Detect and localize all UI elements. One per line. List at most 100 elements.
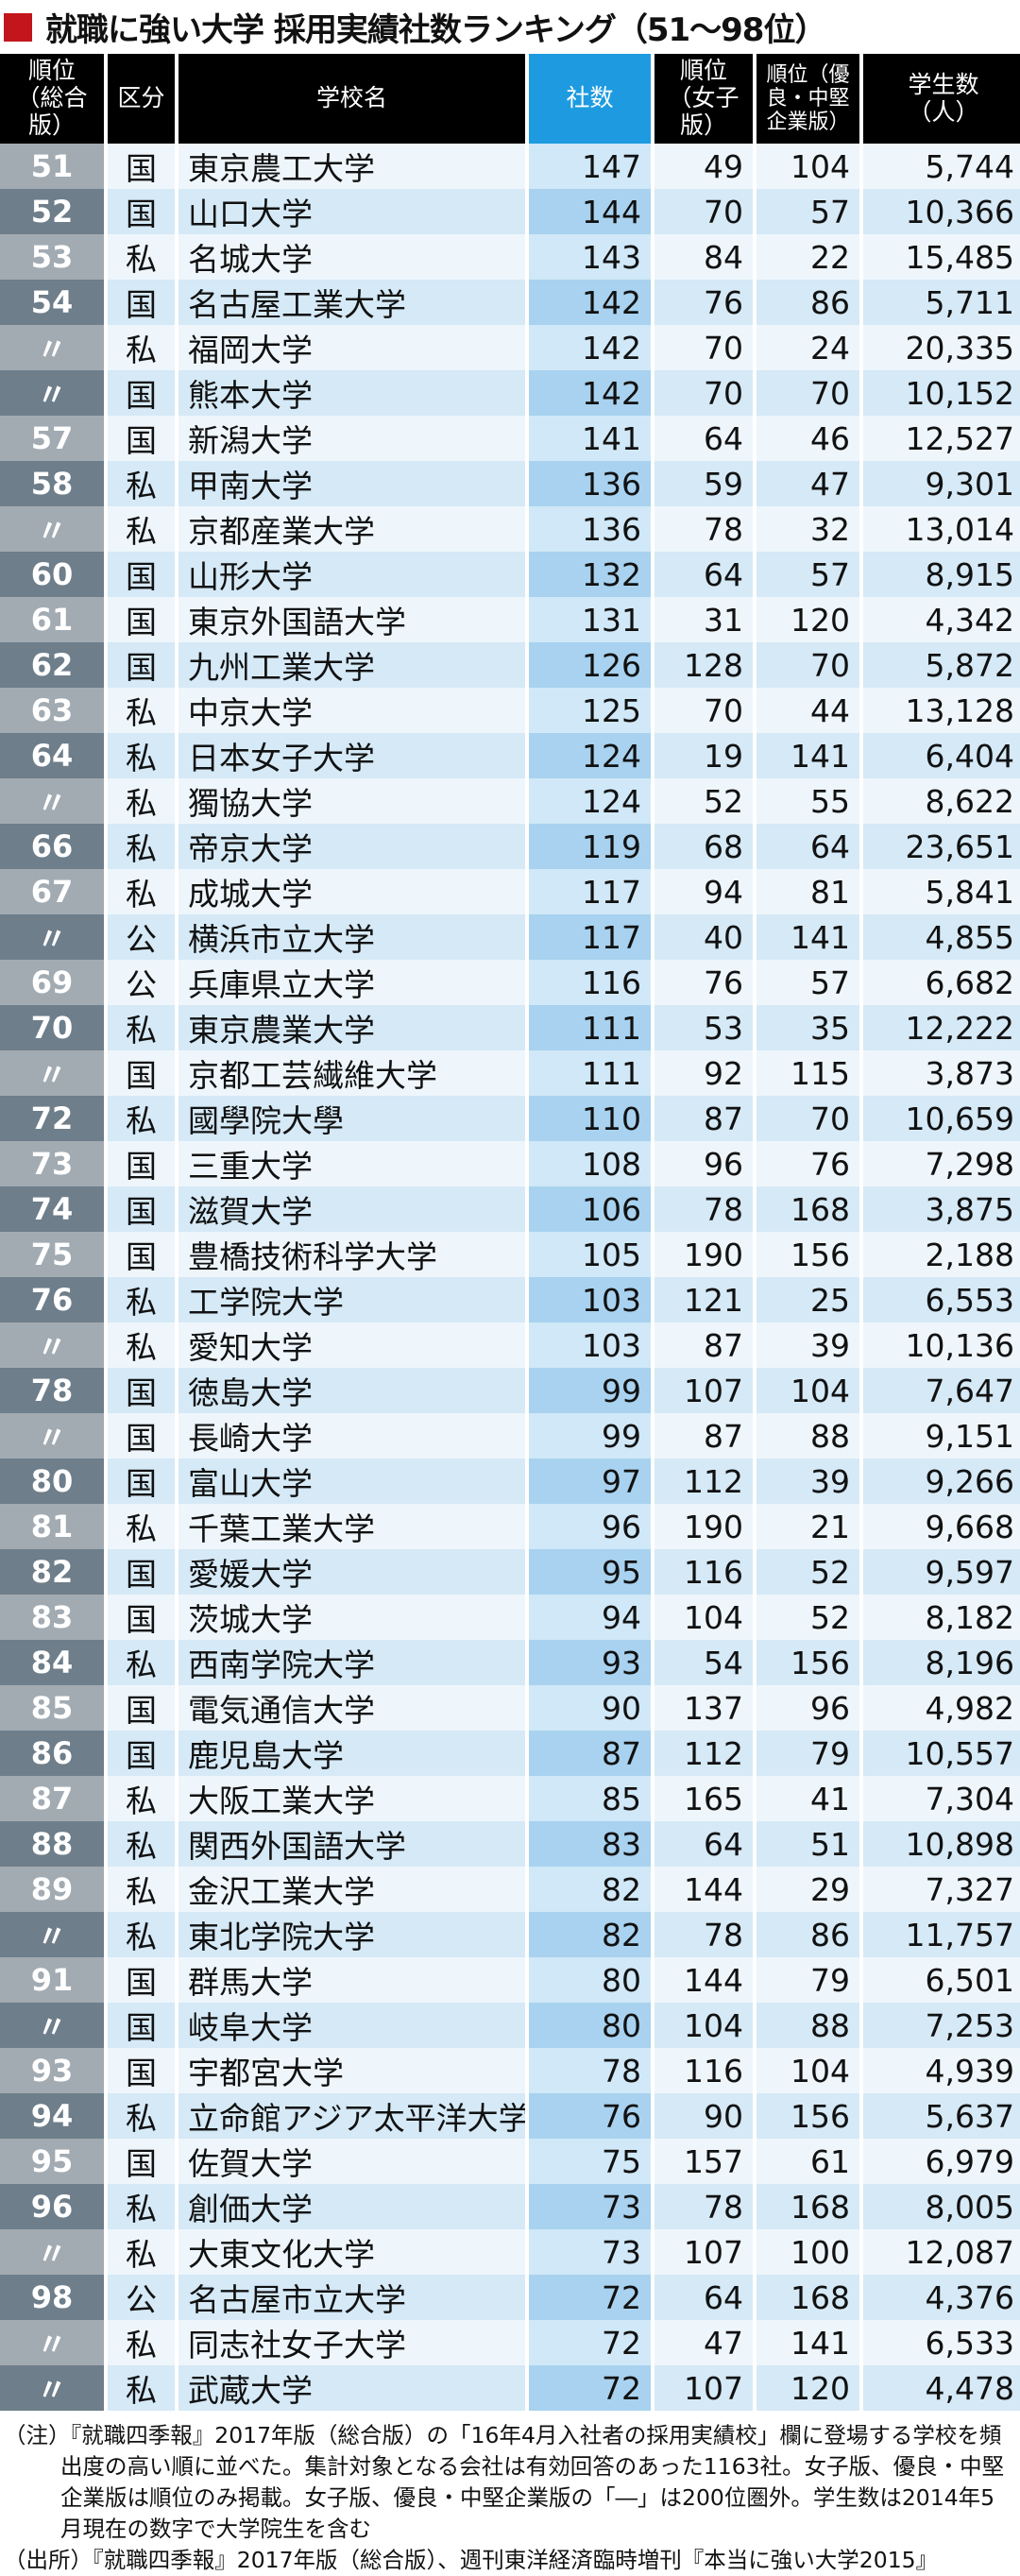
students-cell: 4,376	[863, 2275, 1020, 2320]
sha-count-cell: 124	[529, 733, 651, 778]
rank-cell: 〃	[0, 778, 104, 824]
table-row: 〃公横浜市立大学 117 40 141 4,855	[0, 914, 1020, 960]
yuryo-rank-cell: 32	[756, 506, 859, 552]
sha-count-cell: 136	[529, 506, 651, 552]
table-row: 〃私福岡大学 142 70 24 20,335	[0, 325, 1020, 370]
rank-cell: 64	[0, 733, 104, 778]
students-cell: 13,128	[863, 688, 1020, 733]
school-name-cell: 富山大学	[178, 1459, 525, 1504]
school-name-cell: 工学院大学	[178, 1277, 525, 1322]
kubun-cell: 私	[108, 325, 175, 370]
kubun-cell: 国	[108, 1232, 175, 1277]
rank-cell: 66	[0, 824, 104, 869]
table-row: 〃国岐阜大学 80 104 88 7,253	[0, 2003, 1020, 2048]
women-rank-cell: 92	[654, 1050, 753, 1096]
sha-count-cell: 105	[529, 1232, 651, 1277]
sha-count-cell: 116	[529, 960, 651, 1005]
kubun-cell: 私	[108, 1821, 175, 1867]
yuryo-rank-cell: 168	[756, 1186, 859, 1232]
rank-cell: 76	[0, 1277, 104, 1322]
rank-cell: 58	[0, 461, 104, 506]
yuryo-rank-cell: 141	[756, 914, 859, 960]
school-name-cell: 日本女子大学	[178, 733, 525, 778]
women-rank-cell: 70	[654, 189, 753, 234]
women-rank-cell: 52	[654, 778, 753, 824]
note: （注）『就職四季報』2017年版（総合版）の「16年4月入社者の採用実績校」欄に…	[4, 2420, 1016, 2545]
rank-cell: 54	[0, 280, 104, 325]
students-cell: 10,659	[863, 1096, 1020, 1141]
rank-cell: 〃	[0, 325, 104, 370]
table-row: 83 国茨城大学 94 104 52 8,182	[0, 1595, 1020, 1640]
yuryo-rank-cell: 141	[756, 733, 859, 778]
yuryo-rank-cell: 156	[756, 2093, 859, 2139]
table-row: 〃国長崎大学 99 87 88 9,151	[0, 1413, 1020, 1459]
table-row: 85 国電気通信大学 90 137 96 4,982	[0, 1685, 1020, 1731]
source-text: 『就職四季報』2017年版（総合版）、週刊東洋経済臨時増刊『本当に強い大学201…	[93, 2547, 939, 2573]
school-name-cell: 長崎大学	[178, 1413, 525, 1459]
school-name-cell: 同志社女子大学	[178, 2320, 525, 2365]
table-row: 96 私創価大学 73 78 168 8,005	[0, 2184, 1020, 2229]
students-cell: 6,533	[863, 2320, 1020, 2365]
students-cell: 5,637	[863, 2093, 1020, 2139]
sha-count-cell: 103	[529, 1277, 651, 1322]
women-rank-cell: 144	[654, 1957, 753, 2003]
yuryo-rank-cell: 79	[756, 1731, 859, 1776]
rank-cell: 93	[0, 2048, 104, 2093]
sha-count-cell: 132	[529, 552, 651, 597]
kubun-cell: 私	[108, 461, 175, 506]
school-name-cell: 三重大学	[178, 1141, 525, 1186]
yuryo-rank-cell: 24	[756, 325, 859, 370]
yuryo-rank-cell: 168	[756, 2184, 859, 2229]
yuryo-rank-cell: 86	[756, 1912, 859, 1957]
kubun-cell: 国	[108, 1368, 175, 1413]
students-cell: 5,711	[863, 280, 1020, 325]
rank-cell: 53	[0, 234, 104, 280]
school-name-cell: 成城大学	[178, 869, 525, 914]
rank-cell: 86	[0, 1731, 104, 1776]
yuryo-rank-cell: 39	[756, 1322, 859, 1368]
sha-count-cell: 87	[529, 1731, 651, 1776]
yuryo-rank-cell: 61	[756, 2139, 859, 2184]
header-name: 学校名	[178, 54, 525, 144]
school-name-cell: 創価大学	[178, 2184, 525, 2229]
yuryo-rank-cell: 141	[756, 2320, 859, 2365]
source-label: （出所）	[4, 2547, 93, 2573]
students-cell: 6,553	[863, 1277, 1020, 1322]
rank-cell: 51	[0, 144, 104, 189]
kubun-cell: 国	[108, 1595, 175, 1640]
rank-cell: 〃	[0, 2003, 104, 2048]
rank-cell: 81	[0, 1504, 104, 1549]
students-cell: 4,855	[863, 914, 1020, 960]
kubun-cell: 私	[108, 1867, 175, 1912]
rank-cell: 94	[0, 2093, 104, 2139]
school-name-cell: 京都産業大学	[178, 506, 525, 552]
yuryo-rank-cell: 96	[756, 1685, 859, 1731]
yuryo-rank-cell: 57	[756, 552, 859, 597]
kubun-cell: 私	[108, 1322, 175, 1368]
women-rank-cell: 84	[654, 234, 753, 280]
rank-cell: 57	[0, 416, 104, 461]
rank-cell: 62	[0, 642, 104, 688]
students-cell: 12,527	[863, 416, 1020, 461]
school-name-cell: 西南学院大学	[178, 1640, 525, 1685]
sha-count-cell: 131	[529, 597, 651, 642]
yuryo-rank-cell: 55	[756, 778, 859, 824]
kubun-cell: 私	[108, 234, 175, 280]
header-students: 学生数（人）	[863, 54, 1020, 144]
yuryo-rank-cell: 104	[756, 1368, 859, 1413]
yuryo-rank-cell: 168	[756, 2275, 859, 2320]
women-rank-cell: 157	[654, 2139, 753, 2184]
sha-count-cell: 73	[529, 2184, 651, 2229]
school-name-cell: 滋賀大学	[178, 1186, 525, 1232]
kubun-cell: 私	[108, 1096, 175, 1141]
table-row: 70 私東京農業大学 111 53 35 12,222	[0, 1005, 1020, 1050]
women-rank-cell: 64	[654, 1821, 753, 1867]
kubun-cell: 国	[108, 416, 175, 461]
yuryo-rank-cell: 156	[756, 1232, 859, 1277]
kubun-cell: 私	[108, 869, 175, 914]
rank-cell: 〃	[0, 506, 104, 552]
kubun-cell: 私	[108, 733, 175, 778]
sha-count-cell: 75	[529, 2139, 651, 2184]
sha-count-cell: 99	[529, 1368, 651, 1413]
yuryo-rank-cell: 41	[756, 1776, 859, 1821]
